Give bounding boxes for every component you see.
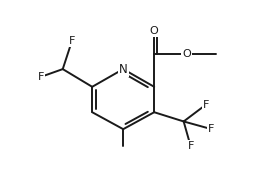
Text: F: F: [38, 72, 44, 82]
Text: O: O: [182, 49, 191, 59]
Text: F: F: [208, 124, 215, 134]
Text: F: F: [69, 36, 75, 46]
Text: N: N: [119, 63, 128, 76]
Text: F: F: [203, 100, 209, 109]
Text: F: F: [187, 141, 194, 151]
Text: O: O: [150, 26, 158, 36]
